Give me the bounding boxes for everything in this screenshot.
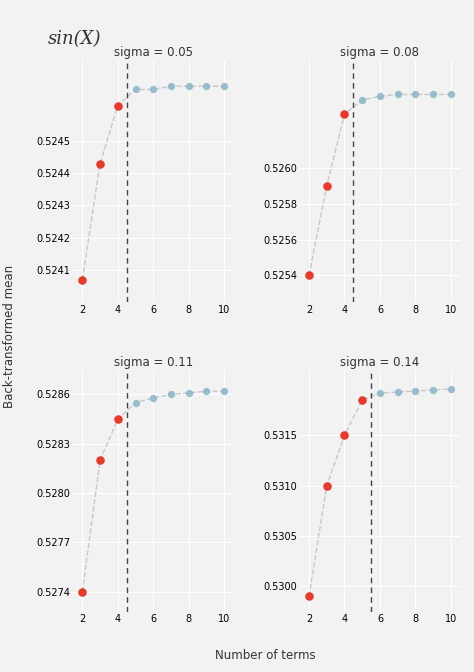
Point xyxy=(114,100,122,111)
Point xyxy=(203,81,210,91)
Point xyxy=(376,388,384,398)
Title: sigma = 0.05: sigma = 0.05 xyxy=(114,46,193,59)
Point xyxy=(429,384,437,395)
Point xyxy=(185,388,192,398)
Point xyxy=(305,591,313,602)
Point xyxy=(323,180,330,191)
Point xyxy=(411,89,419,100)
Point xyxy=(323,480,330,491)
Point xyxy=(305,270,313,281)
Point xyxy=(185,81,192,91)
Point xyxy=(394,89,401,100)
Point xyxy=(358,394,366,405)
Point xyxy=(429,89,437,100)
Point xyxy=(79,587,86,597)
Point xyxy=(341,430,348,441)
Point xyxy=(411,386,419,396)
Point xyxy=(220,81,228,91)
Text: Number of terms: Number of terms xyxy=(215,648,316,662)
Text: Back-transformed mean: Back-transformed mean xyxy=(3,265,16,407)
Point xyxy=(79,274,86,285)
Title: sigma = 0.14: sigma = 0.14 xyxy=(340,355,419,369)
Point xyxy=(149,84,157,95)
Title: sigma = 0.11: sigma = 0.11 xyxy=(114,355,193,369)
Point xyxy=(341,109,348,120)
Point xyxy=(220,386,228,396)
Point xyxy=(96,158,104,169)
Point xyxy=(376,91,384,101)
Point xyxy=(167,81,175,91)
Point xyxy=(358,95,366,106)
Point xyxy=(167,389,175,400)
Point xyxy=(203,386,210,396)
Point xyxy=(149,392,157,403)
Point xyxy=(132,397,139,408)
Point xyxy=(96,455,104,466)
Point xyxy=(447,384,455,394)
Point xyxy=(132,84,139,95)
Text: sin(X): sin(X) xyxy=(47,30,101,48)
Point xyxy=(447,89,455,100)
Point xyxy=(114,414,122,425)
Point xyxy=(394,386,401,397)
Title: sigma = 0.08: sigma = 0.08 xyxy=(340,46,419,59)
